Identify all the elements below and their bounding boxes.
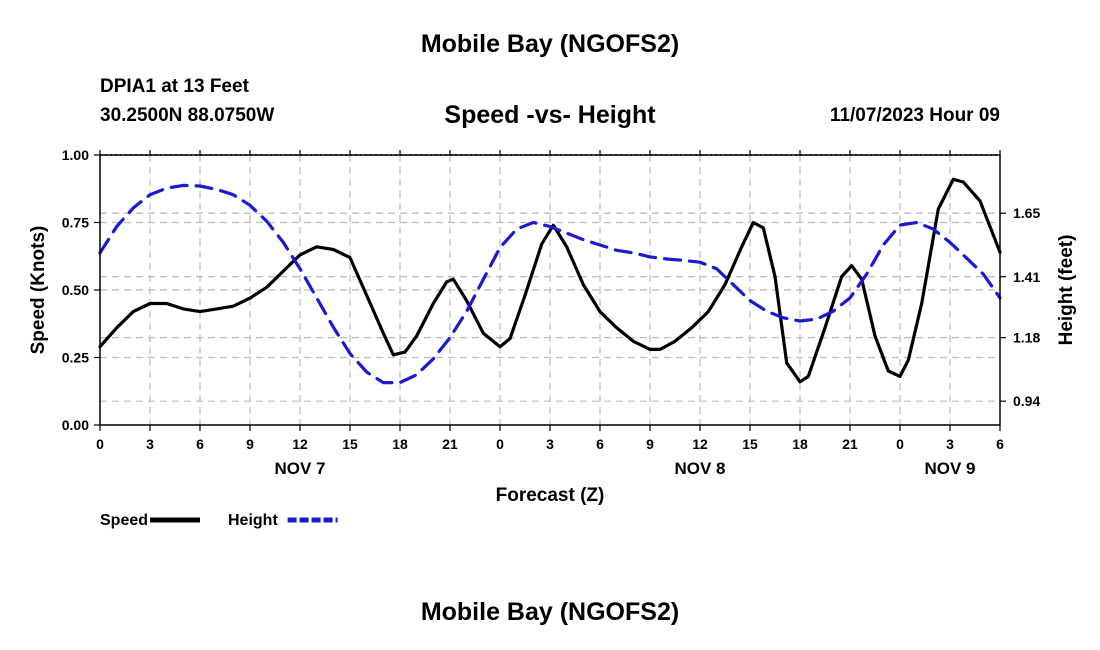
series-line-speed: [98, 177, 1002, 384]
x-tick-label: 6: [196, 436, 204, 452]
y2-axis-label: Height (feet): [1056, 235, 1077, 346]
x-tick-label: 3: [946, 436, 954, 452]
x-tick-label: 15: [742, 436, 758, 452]
x-tick-label: 18: [392, 436, 408, 452]
legend-label-speed: Speed: [100, 512, 148, 529]
chart-subtitle: Speed -vs- Height: [444, 101, 656, 129]
x-tick-label: 0: [496, 436, 504, 452]
y-tick-label: 0.25: [62, 350, 89, 366]
x-tick-label: 9: [646, 436, 654, 452]
y-axis-label: Speed (Knots): [28, 226, 49, 355]
y-tick-label: 1.00: [62, 147, 89, 163]
legend-label-height: Height: [228, 512, 278, 529]
y-tick-label: 0.50: [62, 282, 89, 298]
station-label: DPIA1 at 13 Feet: [100, 76, 249, 97]
y-tick-label: 0.00: [62, 417, 89, 433]
series-lines: [98, 177, 1002, 385]
y-tick-label: 0.75: [62, 215, 89, 231]
x-tick-label: 21: [842, 436, 858, 452]
chart-main-title: Mobile Bay (NGOFS2): [420, 30, 680, 58]
x-tick-label: 0: [96, 436, 104, 452]
x-tick-label: 12: [692, 436, 708, 452]
x-tick-label: 18: [792, 436, 808, 452]
chart-main-title-repeat: Mobile Bay (NGOFS2): [420, 598, 680, 626]
date-label: NOV 7: [274, 459, 325, 478]
y2-tick-label: 1.18: [1013, 330, 1040, 346]
x-tick-label: 3: [546, 436, 554, 452]
x-axis-label: Forecast (Z): [496, 485, 605, 506]
x-tick-label: 0: [896, 436, 904, 452]
date-label: NOV 9: [924, 459, 975, 478]
station-coordinates: 30.2500N 88.0750W: [100, 105, 275, 126]
series-line-height: [98, 183, 1002, 385]
axis-ticks: 0 3 6 9 12 15 18 21 0 3 6 9 12 15 18 21 0 3 6 NOV 7 NOV 8 NOV…: [62, 147, 1041, 478]
y2-tick-label: 0.94: [1013, 393, 1040, 409]
forecast-datetime: 11/07/2023 Hour 09: [829, 105, 1000, 126]
date-label: NOV 8: [674, 459, 725, 478]
x-tick-label: 12: [292, 436, 308, 452]
x-tick-label: 21: [442, 436, 458, 452]
x-tick-label: 3: [146, 436, 154, 452]
y2-tick-label: 1.65: [1013, 205, 1040, 221]
x-tick-label: 6: [596, 436, 604, 452]
x-tick-label: 6: [996, 436, 1004, 452]
y2-tick-label: 1.41: [1013, 269, 1040, 285]
legend: Speed Height: [100, 512, 338, 529]
x-tick-label: 15: [342, 436, 358, 452]
x-tick-label: 9: [246, 436, 254, 452]
